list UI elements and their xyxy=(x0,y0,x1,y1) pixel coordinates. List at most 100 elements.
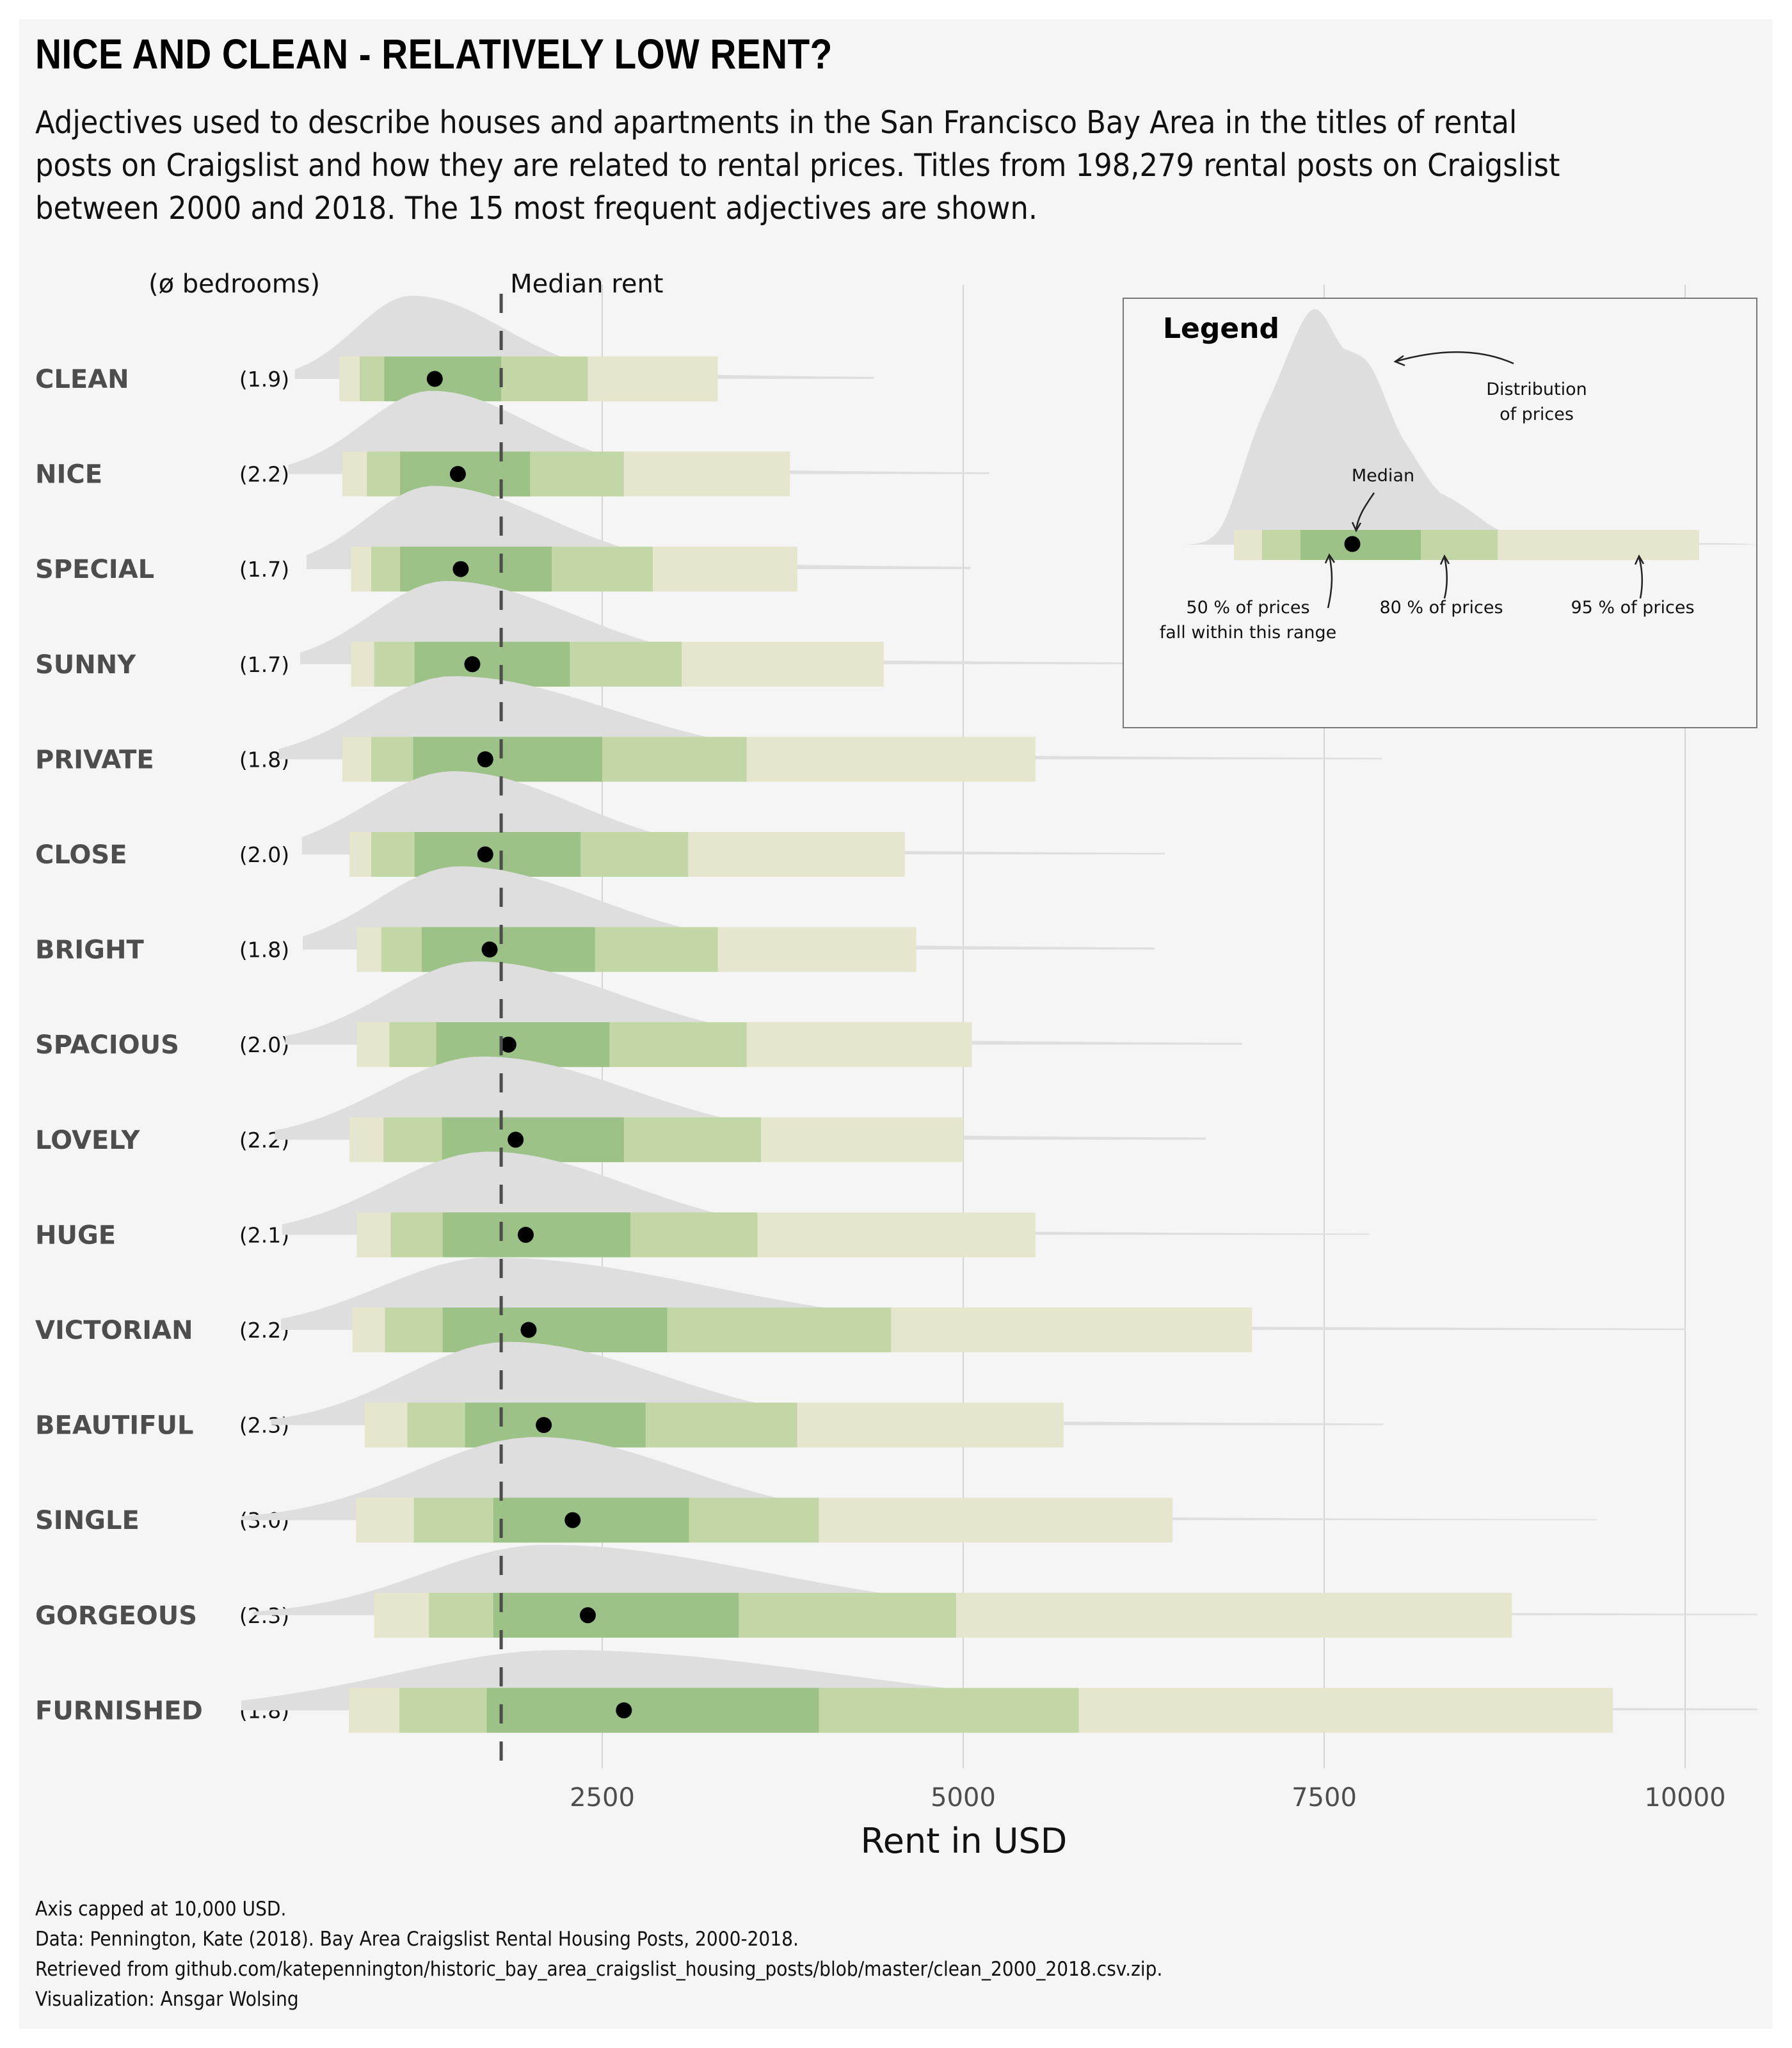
bedrooms-header: (ø bedrooms) xyxy=(148,269,320,299)
median-dot xyxy=(477,751,493,767)
median-dot xyxy=(579,1607,596,1624)
x-axis-title: Rent in USD xyxy=(861,1821,1068,1861)
row-private: PRIVATE (1.8) xyxy=(35,676,1382,782)
x-tick-label: 2500 xyxy=(570,1783,635,1812)
legend-median-label: Median xyxy=(1352,466,1414,486)
row-gorgeous: GORGEOUS (2.3) xyxy=(35,1544,1757,1638)
chart-title: NICE AND CLEAN - RELATIVELY LOW RENT? xyxy=(35,30,833,77)
row-bright: BRIGHT (1.8) xyxy=(35,866,1155,972)
x-tick-label: 7500 xyxy=(1292,1783,1357,1812)
median-dot xyxy=(477,846,493,863)
legend-bars xyxy=(1234,530,1699,560)
band50-arrow-icon xyxy=(1327,555,1333,609)
median-arrow-icon xyxy=(1355,492,1375,531)
bedrooms-value: (1.8) xyxy=(239,938,289,963)
legend-band50-label-2: fall within this range xyxy=(1160,623,1336,643)
bedrooms-value: (2.0) xyxy=(239,1032,289,1057)
x-axis-ticks: 2500 5000 7500 10000 xyxy=(570,1783,1726,1812)
distribution-arrowhead-icon xyxy=(1393,355,1405,367)
row-furnished: FURNISHED (1.8) xyxy=(35,1650,1757,1733)
median-dot xyxy=(564,1512,581,1528)
bedrooms-value: (2.3) xyxy=(239,1413,289,1438)
adjective-label: SINGLE xyxy=(35,1506,140,1535)
adjective-label: NICE xyxy=(35,460,102,490)
band-50 xyxy=(442,1308,668,1352)
x-tick-label: 5000 xyxy=(931,1783,996,1812)
adjective-label: HUGE xyxy=(35,1220,116,1250)
median-dot xyxy=(536,1417,552,1434)
adjective-label: CLEAN xyxy=(35,365,129,394)
subtitle-line: between 2000 and 2018. The 15 most frequ… xyxy=(35,190,1038,227)
row-close: CLOSE (2.0) xyxy=(35,771,1165,877)
legend-density xyxy=(1181,308,1757,545)
legend-band95-label: 95 % of prices xyxy=(1571,598,1694,618)
row-beautiful: BEAUTIFUL (2.3) xyxy=(35,1341,1384,1448)
adjective-label: VICTORIAN xyxy=(35,1316,193,1345)
band50-arrowhead-icon xyxy=(1324,553,1336,564)
adjective-label: LOVELY xyxy=(35,1126,141,1155)
adjective-label: SUNNY xyxy=(35,650,136,680)
adjective-label: PRIVATE xyxy=(35,745,154,774)
median-dot xyxy=(508,1132,524,1148)
bedrooms-value: (1.7) xyxy=(239,652,289,677)
adjective-label: BRIGHT xyxy=(35,936,144,965)
band95-arrow-icon xyxy=(1638,556,1644,599)
median-rent-reference: Median rent xyxy=(499,269,664,1772)
chart-subtitle: Adjectives used to describe houses and a… xyxy=(35,101,1675,230)
adjective-label: CLOSE xyxy=(35,840,127,870)
row-lovely: LOVELY (2.2) xyxy=(35,1056,1206,1162)
median-dot xyxy=(616,1702,632,1718)
bedrooms-value: (1.7) xyxy=(239,557,289,582)
legend: Legend Distribution of prices Median 50 … xyxy=(1123,298,1757,728)
median-dot xyxy=(520,1322,537,1338)
median-dot xyxy=(500,1036,516,1053)
adjective-label: GORGEOUS xyxy=(35,1601,197,1631)
bedrooms-value: (2.3) xyxy=(239,1603,289,1628)
x-tick-label: 10000 xyxy=(1644,1783,1725,1812)
adjective-label: BEAUTIFUL xyxy=(35,1411,193,1441)
distribution-arrow-icon xyxy=(1395,351,1514,365)
legend-title: Legend xyxy=(1163,312,1279,345)
band95-arrowhead-icon xyxy=(1634,554,1645,565)
legend-median-dot xyxy=(1344,536,1361,552)
caption-line: Axis capped at 10,000 USD. xyxy=(35,1898,287,1921)
row-clean: CLEAN (1.9) xyxy=(35,296,874,401)
chart-caption: Axis capped at 10,000 USD. Data: Penning… xyxy=(35,1894,1162,2015)
bedrooms-value: (2.0) xyxy=(239,842,289,867)
subtitle-line: Adjectives used to describe houses and a… xyxy=(35,104,1517,141)
legend-distribution-label-1: Distribution xyxy=(1486,380,1587,399)
band-50 xyxy=(493,1498,689,1543)
bedrooms-value: (2.2) xyxy=(239,462,289,487)
adjective-label: FURNISHED xyxy=(35,1696,203,1725)
band-50 xyxy=(493,1592,739,1638)
adjective-label: SPECIAL xyxy=(35,555,154,584)
median-dot xyxy=(464,656,481,673)
legend-distribution-label-2: of prices xyxy=(1500,404,1574,424)
caption-line: Retrieved from github.com/katepennington… xyxy=(35,1958,1163,1981)
caption-line: Visualization: Ansgar Wolsing xyxy=(35,1988,299,2011)
band-50 xyxy=(486,1688,819,1733)
row-victorian: VICTORIAN (2.2) xyxy=(35,1257,1685,1352)
legend-band50-label-1: 50 % of prices xyxy=(1186,598,1309,618)
row-single: SINGLE (3.0) xyxy=(35,1437,1597,1543)
row-nice: NICE (2.2) xyxy=(35,390,989,497)
median-dot xyxy=(426,371,443,387)
subtitle-line: posts on Craigslist and how they are rel… xyxy=(35,147,1560,184)
median-arrowhead-icon xyxy=(1351,522,1362,532)
median-dot xyxy=(481,941,498,958)
row-special: SPECIAL (1.7) xyxy=(35,486,971,592)
bedrooms-value: (2.1) xyxy=(239,1222,289,1247)
median-dot xyxy=(449,466,466,483)
legend-band-50 xyxy=(1300,530,1421,560)
median-rent-label: Median rent xyxy=(510,269,663,299)
band-50 xyxy=(442,1212,630,1258)
band80-arrow-icon xyxy=(1443,556,1448,599)
caption-line: Data: Pennington, Kate (2018). Bay Area … xyxy=(35,1928,799,1951)
row-huge: HUGE (2.1) xyxy=(35,1151,1369,1258)
median-dot xyxy=(452,561,469,577)
row-sunny: SUNNY (1.7) xyxy=(35,580,1126,687)
legend-band80-label: 80 % of prices xyxy=(1379,598,1503,618)
bedrooms-value: (1.9) xyxy=(239,367,289,392)
adjective-label: SPACIOUS xyxy=(35,1030,179,1060)
